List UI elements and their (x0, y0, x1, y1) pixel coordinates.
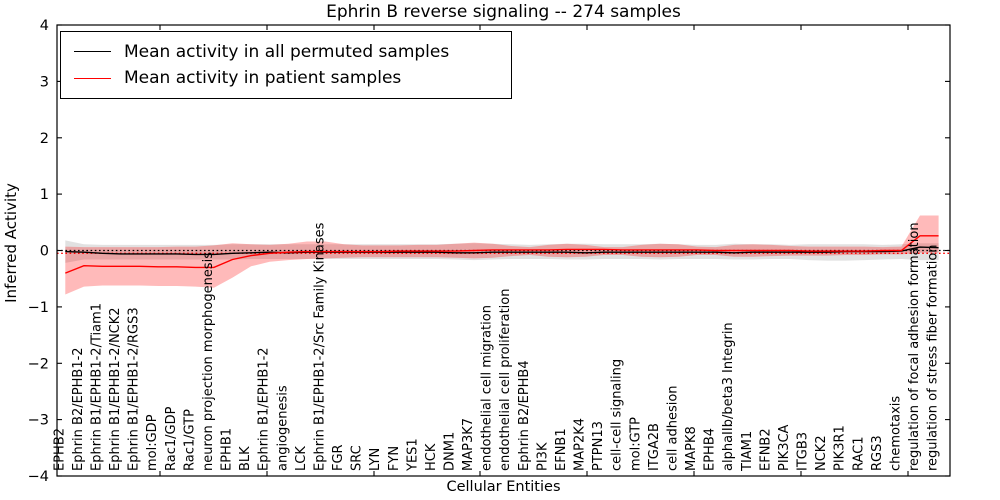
x-category-label: mol:GDP (145, 414, 160, 471)
x-category-label: RAC1 (851, 436, 866, 471)
y-tick-label: 0 (40, 244, 49, 260)
y-tick-label: 4 (40, 18, 49, 34)
x-category-label: HCK (424, 443, 439, 471)
x-category-label: MAP3K7 (461, 418, 476, 471)
x-category-label: cell adhesion (666, 385, 681, 471)
x-category-label: Rac1/GTP (182, 409, 197, 471)
x-category-label: ITGB3 (796, 432, 811, 471)
permuted-mean-line (65, 246, 939, 256)
legend-label-permuted: Mean activity in all permuted samples (124, 41, 450, 62)
x-category-label: endothelial cell migration (480, 305, 495, 471)
x-category-label: EPHB2 (52, 428, 67, 471)
x-category-label: FGR (331, 444, 346, 471)
x-category-label: PIK3R1 (833, 425, 848, 471)
x-category-label: LYN (368, 448, 383, 471)
x-category-label: chemotaxis (888, 396, 903, 471)
x-category-label: SRC (350, 445, 365, 471)
y-tick-label: −1 (28, 300, 49, 316)
patient-mean-line (65, 235, 939, 274)
x-category-label: RGS3 (870, 435, 885, 471)
x-category-label: YES1 (405, 438, 420, 472)
x-category-label: TIAM1 (740, 431, 755, 472)
y-tick-label: 1 (40, 187, 49, 203)
x-category-label: PTPN13 (591, 421, 606, 471)
x-category-label: alphaIIb/beta3 Integrin (721, 322, 736, 471)
y-tick-label: 3 (40, 74, 49, 90)
x-category-label: EPHB4 (703, 428, 718, 471)
x-category-label: FYN (387, 446, 402, 471)
y-tick-label: −2 (28, 356, 49, 372)
x-category-label: PIK3CA (777, 424, 792, 471)
x-category-label: LCK (294, 446, 309, 471)
axes-frame (56, 24, 951, 477)
x-category-label: EFNB1 (554, 428, 569, 471)
legend-entry-permuted: Mean activity in all permuted samples (74, 42, 501, 62)
x-category-label: PI3K (535, 442, 550, 471)
x-category-label: Ephrin B1/EPHB1-2/Src Family Kinases (312, 222, 327, 471)
x-category-label: angiogenesis (275, 385, 290, 471)
legend-entry-patient: Mean activity in patient samples (74, 68, 501, 88)
x-category-label: EPHB1 (220, 428, 235, 471)
chart-title: Ephrin B reverse signaling -- 274 sample… (326, 2, 681, 22)
x-category-label: neuron projection morphogenesis (201, 252, 216, 471)
x-category-label: Ephrin B2/EPHB1-2 (71, 347, 86, 471)
x-category-label: MAP2K4 (573, 418, 588, 471)
y-tick-label: −3 (28, 413, 49, 429)
x-category-label: endothelial cell proliferation (498, 289, 513, 472)
x-category-label: Rac1/GDP (164, 406, 179, 471)
legend-line-sample-red (74, 77, 111, 79)
y-tick-label: −4 (28, 469, 49, 485)
x-category-label: DNM1 (443, 432, 458, 471)
x-category-label: cell-cell signaling (610, 359, 625, 471)
x-category-label: BLK (238, 446, 253, 471)
x-category-label: MAPK8 (684, 426, 699, 471)
legend: Mean activity in all permuted samples Me… (60, 31, 512, 99)
x-category-label: Ephrin B1/EPHB1-2 (257, 347, 272, 471)
x-category-label: regulation of stress fiber formation (926, 244, 941, 471)
legend-label-patient: Mean activity in patient samples (124, 68, 402, 89)
x-category-label: ITGA2B (647, 423, 662, 471)
y-tick-label: 2 (40, 131, 49, 147)
x-axis-label: Cellular Entities (446, 479, 561, 495)
patient-confidence-band (65, 215, 939, 295)
x-category-label: mol:GTP (628, 417, 643, 471)
x-category-label: Ephrin B1/EPHB1-2/Tiam1 (90, 303, 105, 471)
x-category-label: NCK2 (814, 435, 829, 471)
x-category-label: regulation of focal adhesion formation (907, 222, 922, 471)
x-category-label: Ephrin B2/EPHB4 (517, 360, 532, 471)
legend-line-sample-black (74, 51, 111, 53)
x-category-label: Ephrin B1/EPHB1-2/NCK2 (108, 307, 123, 471)
x-category-label: EFNB2 (758, 428, 773, 471)
x-category-label: Ephrin B1/EPHB1-2/RGS3 (127, 307, 142, 471)
